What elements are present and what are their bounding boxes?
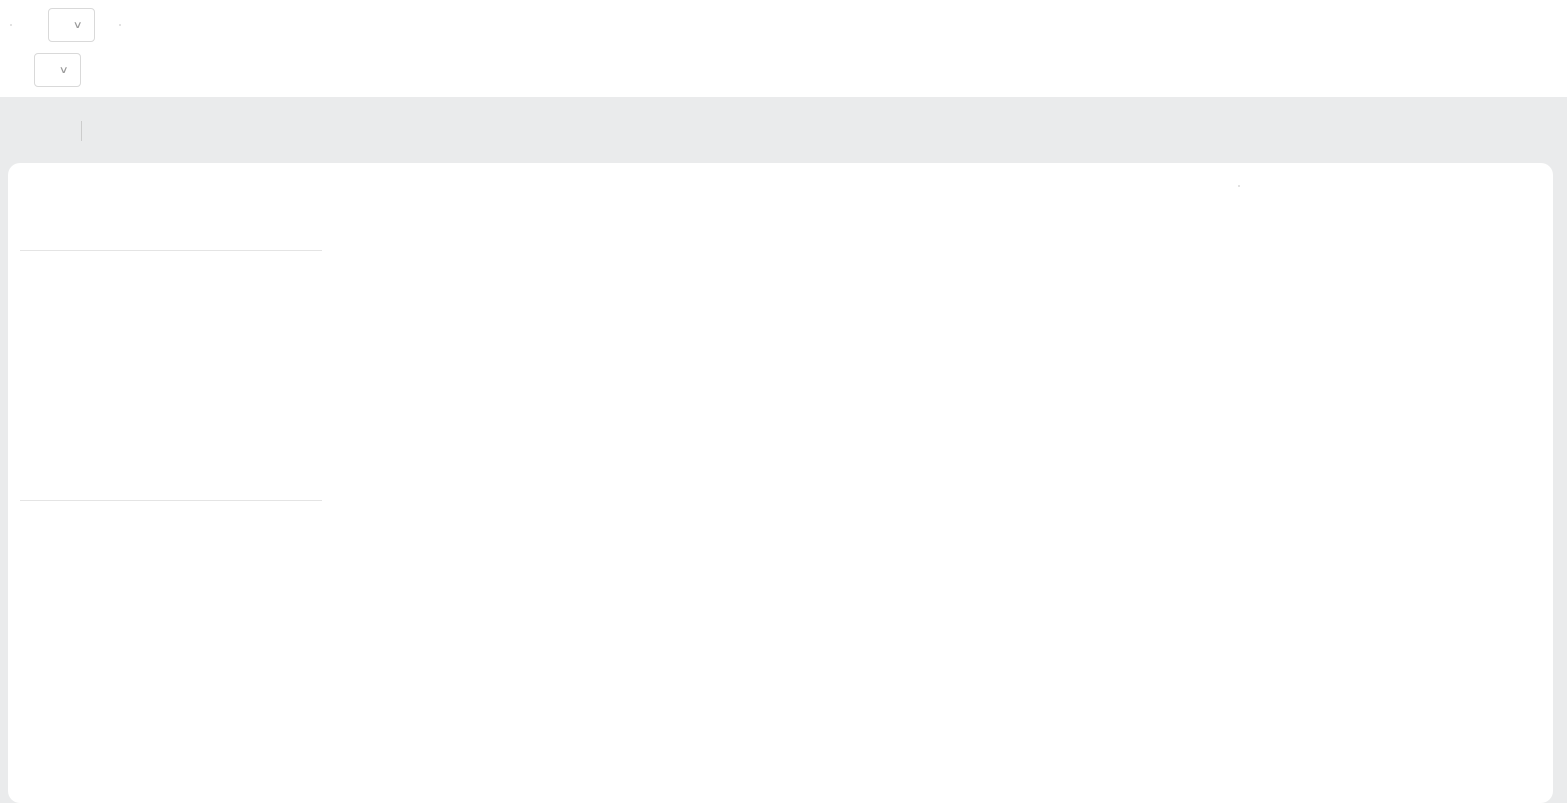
- stats-group-current: [20, 250, 322, 253]
- period-select[interactable]: ∨: [48, 8, 96, 42]
- moving-average-select[interactable]: ∨: [34, 53, 82, 87]
- toolbar-row-2: ∨: [10, 53, 82, 87]
- content-card: [8, 163, 1553, 803]
- metric-tab-group: [10, 24, 12, 26]
- toolbar: ∨ ∨: [0, 0, 1567, 97]
- divider: [81, 121, 82, 141]
- pe-index-chart[interactable]: [375, 245, 1420, 647]
- chart-legend: [375, 690, 1445, 765]
- stats-group-history: [20, 500, 322, 503]
- chevron-down-icon: ∨: [72, 19, 83, 31]
- toolbar-row-1: ∨: [10, 8, 122, 42]
- chevron-down-icon: ∨: [58, 64, 69, 76]
- chart-view-tab-group: [1238, 185, 1240, 187]
- view-tab-group: [119, 24, 122, 26]
- index-header: [20, 113, 98, 149]
